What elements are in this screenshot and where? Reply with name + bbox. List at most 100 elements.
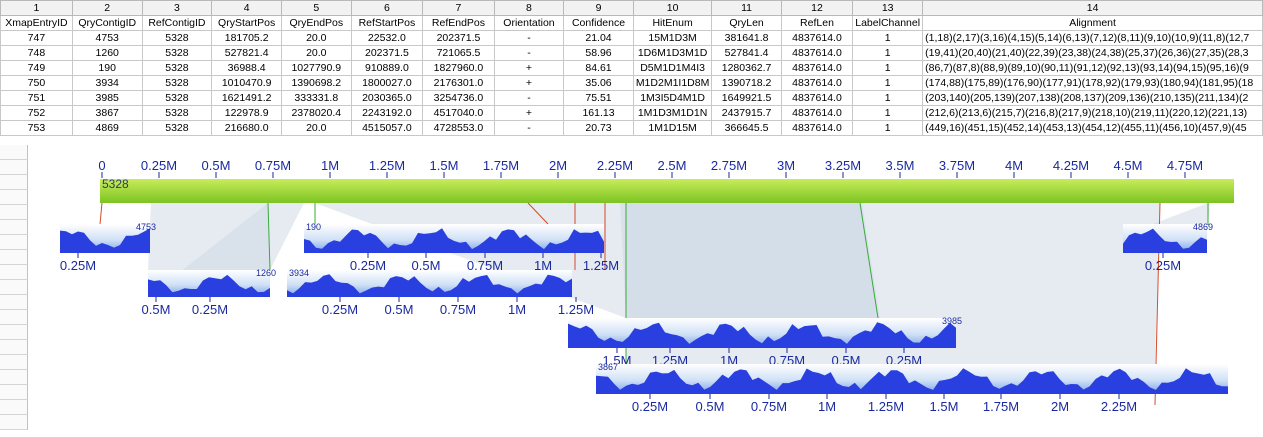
table-cell[interactable]: 750 — [0, 75, 73, 91]
table-cell[interactable]: 5328 — [141, 60, 213, 76]
table-cell[interactable]: + — [493, 60, 565, 76]
table-cell[interactable]: 2030365.0 — [350, 90, 424, 106]
table-cell[interactable]: 22532.0 — [350, 30, 424, 46]
table-cell[interactable]: 20.73 — [563, 120, 634, 136]
header-cell[interactable]: RefStartPos — [350, 15, 424, 31]
column-number-cell[interactable]: 11 — [711, 0, 782, 16]
table-cell[interactable]: (212,6)(213,6)(215,7)(216,8)(217,9)(218,… — [922, 105, 1263, 121]
column-number-cell[interactable]: 2 — [71, 0, 143, 16]
table-cell[interactable]: 161.13 — [563, 105, 634, 121]
header-cell[interactable]: RefEndPos — [422, 15, 495, 31]
table-cell[interactable]: 527841.4 — [711, 45, 782, 61]
table-cell[interactable]: 20.0 — [281, 45, 352, 61]
table-cell[interactable]: M1D2M1I1D8M — [632, 75, 713, 91]
table-cell[interactable]: 4517040.0 — [422, 105, 495, 121]
contig-3934[interactable]: 3934 0.25M 0.5M 0.75M 1M 1.25M — [287, 268, 594, 317]
table-cell[interactable]: 2176301.0 — [422, 75, 495, 91]
contig-1260[interactable]: 1260 0.5M 0.25M — [142, 268, 276, 317]
table-cell[interactable]: 4869 — [71, 120, 143, 136]
column-number-cell[interactable]: 14 — [922, 0, 1263, 16]
table-row[interactable]: 748 1260 5328 527821.4 20.0 202371.5 721065.5-… — [0, 45, 1263, 61]
table-cell[interactable]: 1390698.2 — [281, 75, 352, 91]
table-cell[interactable]: 721065.5 — [422, 45, 495, 61]
table-cell[interactable]: 202371.5 — [350, 45, 424, 61]
table-cell[interactable]: 1 — [852, 60, 924, 76]
table-cell[interactable]: 753 — [0, 120, 73, 136]
column-number-cell[interactable]: 8 — [493, 0, 565, 16]
table-cell[interactable]: 333331.8 — [281, 90, 352, 106]
table-cell[interactable]: 4837614.0 — [780, 30, 854, 46]
alignment-view[interactable]: 0 0.25M 0.5M 0.75M 1M 1.25M 1.5M 1.75M 2M 2.25M 2.… — [30, 145, 1263, 432]
table-cell[interactable]: + — [493, 105, 565, 121]
table-cell[interactable]: 181705.2 — [211, 30, 282, 46]
column-number-cell[interactable]: 12 — [780, 0, 854, 16]
table-cell[interactable]: + — [493, 75, 565, 91]
table-cell[interactable]: 5328 — [141, 45, 213, 61]
column-number-cell[interactable]: 4 — [211, 0, 282, 16]
table-cell[interactable]: 4837614.0 — [780, 45, 854, 61]
table-cell[interactable]: 748 — [0, 45, 73, 61]
table-cell[interactable]: 5328 — [141, 105, 213, 121]
header-cell[interactable]: RefLen — [780, 15, 854, 31]
table-cell[interactable]: 1390718.2 — [711, 75, 782, 91]
table-cell[interactable]: 366645.5 — [711, 120, 782, 136]
table-cell[interactable]: 2378020.4 — [281, 105, 352, 121]
table-cell[interactable]: 1M1D3M1D1N — [632, 105, 713, 121]
table-cell[interactable]: 1 — [852, 105, 924, 121]
table-cell[interactable]: 202371.5 — [422, 30, 495, 46]
table-cell[interactable]: 527821.4 — [211, 45, 282, 61]
header-cell[interactable]: RefContigID — [141, 15, 213, 31]
table-cell[interactable]: 1027790.9 — [281, 60, 352, 76]
table-row[interactable]: 751 3985 5328 1621491.2 333331.8 2030365.0 325… — [0, 90, 1263, 106]
table-cell[interactable]: 2243192.0 — [350, 105, 424, 121]
table-cell[interactable]: 4515057.0 — [350, 120, 424, 136]
table-cell[interactable]: 2437915.7 — [711, 105, 782, 121]
table-cell[interactable]: 1 — [852, 30, 924, 46]
table-cell[interactable]: 1800027.0 — [350, 75, 424, 91]
table-cell[interactable]: 747 — [0, 30, 73, 46]
header-cell[interactable]: XmapEntryID — [0, 15, 73, 31]
table-cell[interactable]: 4753 — [71, 30, 143, 46]
contig-4753[interactable]: 4753 0.25M — [60, 222, 156, 273]
contig-4869[interactable]: 4869 0.25M — [1123, 222, 1213, 273]
table-cell[interactable]: 21.04 — [563, 30, 634, 46]
table-cell[interactable]: 4728553.0 — [422, 120, 495, 136]
table-cell[interactable]: 5328 — [141, 90, 213, 106]
table-cell[interactable]: 5328 — [141, 120, 213, 136]
header-cell[interactable]: Alignment — [922, 15, 1263, 31]
table-cell[interactable]: 751 — [0, 90, 73, 106]
table-row[interactable]: 752 3867 5328 122978.9 2378020.4 2243192.0 451… — [0, 105, 1263, 121]
table-cell[interactable]: 122978.9 — [211, 105, 282, 121]
table-cell[interactable]: - — [493, 30, 565, 46]
table-row[interactable]: 753 4869 5328 216680.0 20.0 4515057.0 4728553.… — [0, 120, 1263, 136]
table-cell[interactable]: 84.61 — [563, 60, 634, 76]
column-number-cell[interactable]: 6 — [350, 0, 424, 16]
table-cell[interactable]: 4837614.0 — [780, 105, 854, 121]
column-number-cell[interactable]: 7 — [422, 0, 495, 16]
header-cell[interactable]: QryEndPos — [281, 15, 352, 31]
table-cell[interactable]: 381641.8 — [711, 30, 782, 46]
table-cell[interactable]: 3985 — [71, 90, 143, 106]
alignment-canvas[interactable]: 0 0.25M 0.5M 0.75M 1M 1.25M 1.5M 1.75M 2M 2.25M 2.… — [30, 145, 1263, 432]
table-cell[interactable]: 1M3I5D4M1D — [632, 90, 713, 106]
table-cell[interactable]: 75.51 — [563, 90, 634, 106]
column-number-cell[interactable]: 3 — [141, 0, 213, 16]
table-row[interactable]: 750 3934 5328 1010470.9 1390698.2 1800027.0 21… — [0, 75, 1263, 91]
table-cell[interactable]: 1280362.7 — [711, 60, 782, 76]
table-cell[interactable]: - — [493, 120, 565, 136]
table-cell[interactable]: 5328 — [141, 30, 213, 46]
table-cell[interactable]: 4837614.0 — [780, 60, 854, 76]
reference-map[interactable]: 0 0.25M 0.5M 0.75M 1M 1.25M 1.5M 1.75M 2M 2.25M 2.… — [98, 158, 1234, 203]
table-cell[interactable]: (203,140)(205,139)(207,138)(208,137)(209… — [922, 90, 1263, 106]
column-number-cell[interactable]: 10 — [632, 0, 713, 16]
table-cell[interactable]: (1,18)(2,17)(3,16)(4,15)(5,14)(6,13)(7,1… — [922, 30, 1263, 46]
table-cell[interactable]: 1D6M1D3M1D — [632, 45, 713, 61]
table-cell[interactable]: 3934 — [71, 75, 143, 91]
table-cell[interactable]: 1 — [852, 90, 924, 106]
table-cell[interactable]: 1 — [852, 75, 924, 91]
column-number-cell[interactable]: 1 — [0, 0, 73, 16]
table-cell[interactable]: 58.96 — [563, 45, 634, 61]
table-cell[interactable]: 35.06 — [563, 75, 634, 91]
